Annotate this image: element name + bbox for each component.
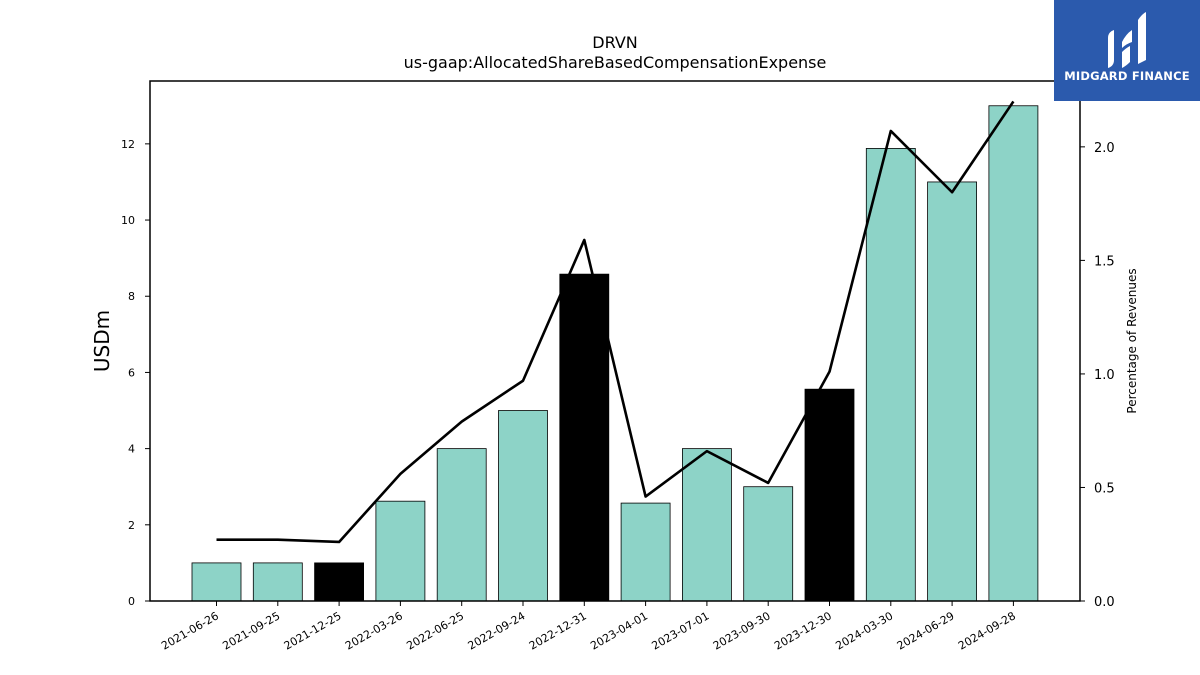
x-tick-label: 2021-06-26 xyxy=(159,609,221,652)
x-tick-label: 2023-09-30 xyxy=(711,609,773,652)
bar xyxy=(498,410,548,602)
y-tick-label: 2 xyxy=(128,519,135,532)
y-tick-label: 12 xyxy=(121,138,135,151)
x-tick-label: 2023-07-01 xyxy=(650,609,712,652)
y2-tick-label: 0.5 xyxy=(1094,481,1115,496)
line-group xyxy=(216,100,1015,544)
bar xyxy=(743,486,794,602)
logo: MIDGARD FINANCE xyxy=(1054,0,1200,101)
y-tick-label: 8 xyxy=(128,290,135,303)
bar xyxy=(436,448,487,602)
y-tick-label: 6 xyxy=(128,366,135,379)
x-tick-label: 2023-04-01 xyxy=(588,609,650,652)
bar xyxy=(559,273,610,602)
bar xyxy=(191,562,242,602)
x-tick-label: 2021-12-25 xyxy=(282,609,344,652)
x-tick-label: 2022-03-26 xyxy=(343,609,405,652)
x-tick-label: 2023-12-30 xyxy=(772,609,834,652)
x-tick-label: 2024-03-30 xyxy=(833,609,895,652)
y-tick-label: 10 xyxy=(121,214,135,227)
y2-tick-label: 2.0 xyxy=(1094,141,1115,156)
x-tick-label: 2021-09-25 xyxy=(220,609,282,652)
chart-title: DRVN xyxy=(592,33,637,52)
y-tick-label: 0 xyxy=(128,595,135,608)
x-axis: 2021-06-26 2021-09-25 2021-12-25 2022-03-26… xyxy=(159,601,1018,653)
x-tick-label: 2022-12-31 xyxy=(527,609,589,652)
y2-tick-label: 0.0 xyxy=(1094,595,1115,610)
y2-tick-label: 1.5 xyxy=(1094,254,1115,269)
y2-axis-label: Percentage of Revenues xyxy=(1125,268,1139,413)
chart-subtitle: us-gaap:AllocatedShareBasedCompensationE… xyxy=(404,53,827,72)
y2-tick-label: 1.0 xyxy=(1094,368,1115,383)
y2-axis: 0.0 0.5 1.0 1.5 2.0 xyxy=(1080,141,1115,610)
x-tick-label: 2024-06-29 xyxy=(895,609,957,652)
logo-mark-icon xyxy=(1108,12,1146,68)
bar xyxy=(252,562,303,602)
x-tick-label: 2022-09-24 xyxy=(466,609,528,652)
bar xyxy=(682,448,732,602)
bars-group xyxy=(191,105,1039,602)
bar xyxy=(620,502,671,602)
bar xyxy=(988,105,1039,602)
bar xyxy=(927,181,977,602)
logo-text: MIDGARD FINANCE xyxy=(1064,69,1190,83)
series-line xyxy=(216,100,1015,544)
y-axis: 0 2 4 6 8 10 12 xyxy=(121,138,150,608)
bar xyxy=(865,148,916,602)
plot-frame xyxy=(149,80,1081,602)
x-tick-label: 2024-09-28 xyxy=(956,609,1018,652)
x-tick-label: 2022-06-25 xyxy=(404,609,466,652)
y-tick-label: 4 xyxy=(128,443,135,456)
bar xyxy=(804,388,855,602)
bar xyxy=(314,562,365,602)
bar xyxy=(375,500,426,602)
y-axis-label: USDm xyxy=(90,310,114,372)
